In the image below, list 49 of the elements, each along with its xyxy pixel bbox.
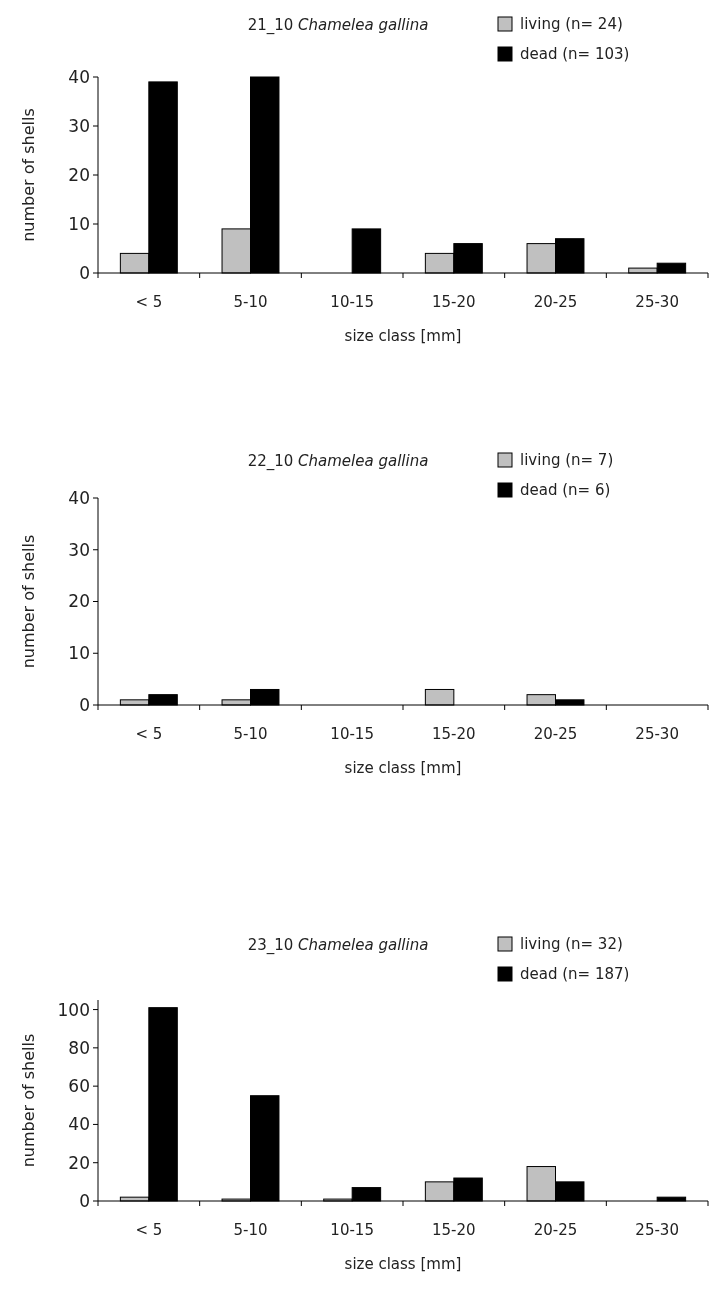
- x-tick-label: 20-25: [533, 293, 578, 311]
- x-tick-label: 5-10: [233, 1221, 268, 1239]
- x-tick-label: 5-10: [233, 725, 268, 743]
- y-tick-label: 30: [68, 115, 90, 136]
- x-tick-label: 10-15: [330, 293, 374, 311]
- x-tick-label: 15-20: [432, 1221, 476, 1239]
- y-tick-label: 20: [68, 164, 90, 185]
- y-tick-label: 10: [68, 643, 90, 664]
- y-tick-label: 80: [68, 1037, 90, 1058]
- y-tick-label: 100: [57, 999, 90, 1020]
- chart-title: 22_10 Chamelea gallina: [247, 452, 429, 471]
- x-tick-label: 5-10: [233, 293, 268, 311]
- y-tick-label: 20: [68, 591, 90, 612]
- legend-label: living (n= 32): [520, 935, 623, 954]
- legend-label: living (n= 24): [520, 15, 623, 34]
- y-tick-label: 20: [68, 1152, 90, 1173]
- x-tick-label: 25-30: [635, 293, 679, 311]
- y-tick-label: 40: [68, 487, 90, 508]
- x-tick-label: 15-20: [432, 293, 476, 311]
- y-tick-label: 60: [68, 1076, 90, 1097]
- y-tick-label: 30: [68, 539, 90, 560]
- x-tick-label: 25-30: [635, 725, 679, 743]
- y-tick-label: 40: [68, 66, 90, 87]
- chart-title: 21_10 Chamelea gallina: [247, 16, 429, 35]
- legend-label: living (n= 7): [520, 451, 614, 470]
- x-tick-label: 25-30: [635, 1221, 679, 1239]
- x-axis-title: size class [mm]: [344, 1255, 462, 1273]
- y-tick-label: 10: [68, 213, 90, 234]
- y-axis-title: number of shells: [19, 1033, 38, 1168]
- y-axis-title: number of shells: [19, 534, 38, 669]
- x-tick-label: < 5: [135, 725, 163, 743]
- legend-label: dead (n= 103): [520, 45, 630, 64]
- x-tick-label: 20-25: [533, 725, 578, 743]
- y-tick-label: 0: [79, 1190, 90, 1211]
- y-tick-label: 0: [79, 262, 90, 283]
- legend-label: dead (n= 187): [520, 965, 630, 984]
- chart-title: 23_10 Chamelea gallina: [247, 936, 429, 955]
- y-tick-label: 40: [68, 1114, 90, 1135]
- x-tick-label: 10-15: [330, 1221, 374, 1239]
- x-tick-label: 10-15: [330, 725, 374, 743]
- x-tick-label: < 5: [135, 293, 163, 311]
- y-tick-label: 0: [79, 694, 90, 715]
- x-axis-title: size class [mm]: [344, 327, 462, 345]
- x-tick-label: 15-20: [432, 725, 476, 743]
- x-axis-title: size class [mm]: [344, 759, 462, 777]
- y-axis-title: number of shells: [19, 108, 38, 242]
- legend-label: dead (n= 6): [520, 481, 611, 500]
- x-tick-label: 20-25: [533, 1221, 578, 1239]
- x-tick-label: < 5: [135, 1221, 163, 1239]
